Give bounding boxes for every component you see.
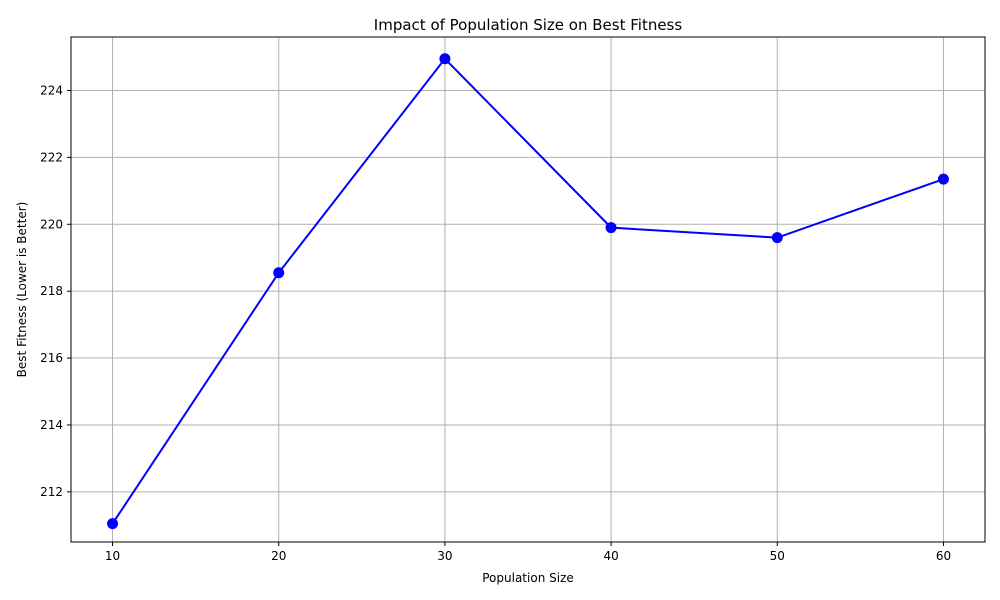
data-point: [273, 267, 284, 278]
x-axis-label: Population Size: [482, 571, 574, 585]
data-point: [107, 518, 118, 529]
y-tick-label: 216: [40, 351, 63, 365]
y-tick-label: 218: [40, 284, 63, 298]
data-point: [439, 53, 450, 64]
y-tick-label: 222: [40, 150, 63, 164]
x-tick-label: 20: [271, 549, 286, 563]
data-point: [772, 232, 783, 243]
y-tick-label: 220: [40, 217, 63, 231]
chart-title: Impact of Population Size on Best Fitnes…: [374, 16, 683, 34]
grid-lines: [71, 37, 985, 542]
data-point: [938, 174, 949, 185]
plot-frame: [71, 37, 985, 542]
x-tick-label: 30: [437, 549, 452, 563]
x-axis-ticks: 10 20 30 40 50 60: [105, 542, 951, 563]
x-tick-label: 60: [936, 549, 951, 563]
y-tick-label: 224: [40, 84, 63, 98]
y-tick-label: 214: [40, 418, 63, 432]
y-tick-label: 212: [40, 485, 63, 499]
y-axis-ticks: 212 214 216 218 220 222 224: [40, 84, 71, 499]
x-tick-label: 50: [770, 549, 785, 563]
x-tick-label: 40: [603, 549, 618, 563]
y-axis-label: Best Fitness (Lower is Better): [15, 202, 29, 378]
data-point: [606, 222, 617, 233]
x-tick-label: 10: [105, 549, 120, 563]
